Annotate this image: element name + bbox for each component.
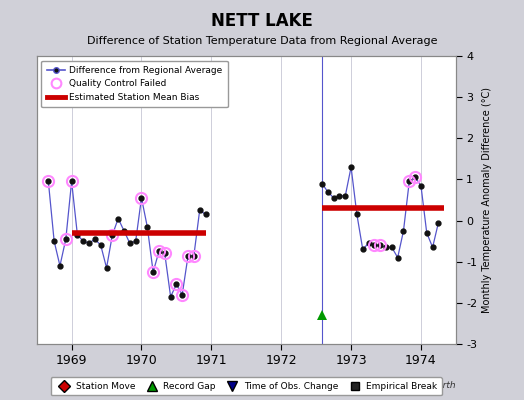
Text: NETT LAKE: NETT LAKE — [211, 12, 313, 30]
Text: Difference of Station Temperature Data from Regional Average: Difference of Station Temperature Data f… — [87, 36, 437, 46]
Legend: Difference from Regional Average, Quality Control Failed, Estimated Station Mean: Difference from Regional Average, Qualit… — [41, 60, 228, 107]
Y-axis label: Monthly Temperature Anomaly Difference (°C): Monthly Temperature Anomaly Difference (… — [482, 87, 492, 313]
Legend: Station Move, Record Gap, Time of Obs. Change, Empirical Break: Station Move, Record Gap, Time of Obs. C… — [51, 378, 442, 396]
Text: Berkeley Earth: Berkeley Earth — [389, 381, 456, 390]
